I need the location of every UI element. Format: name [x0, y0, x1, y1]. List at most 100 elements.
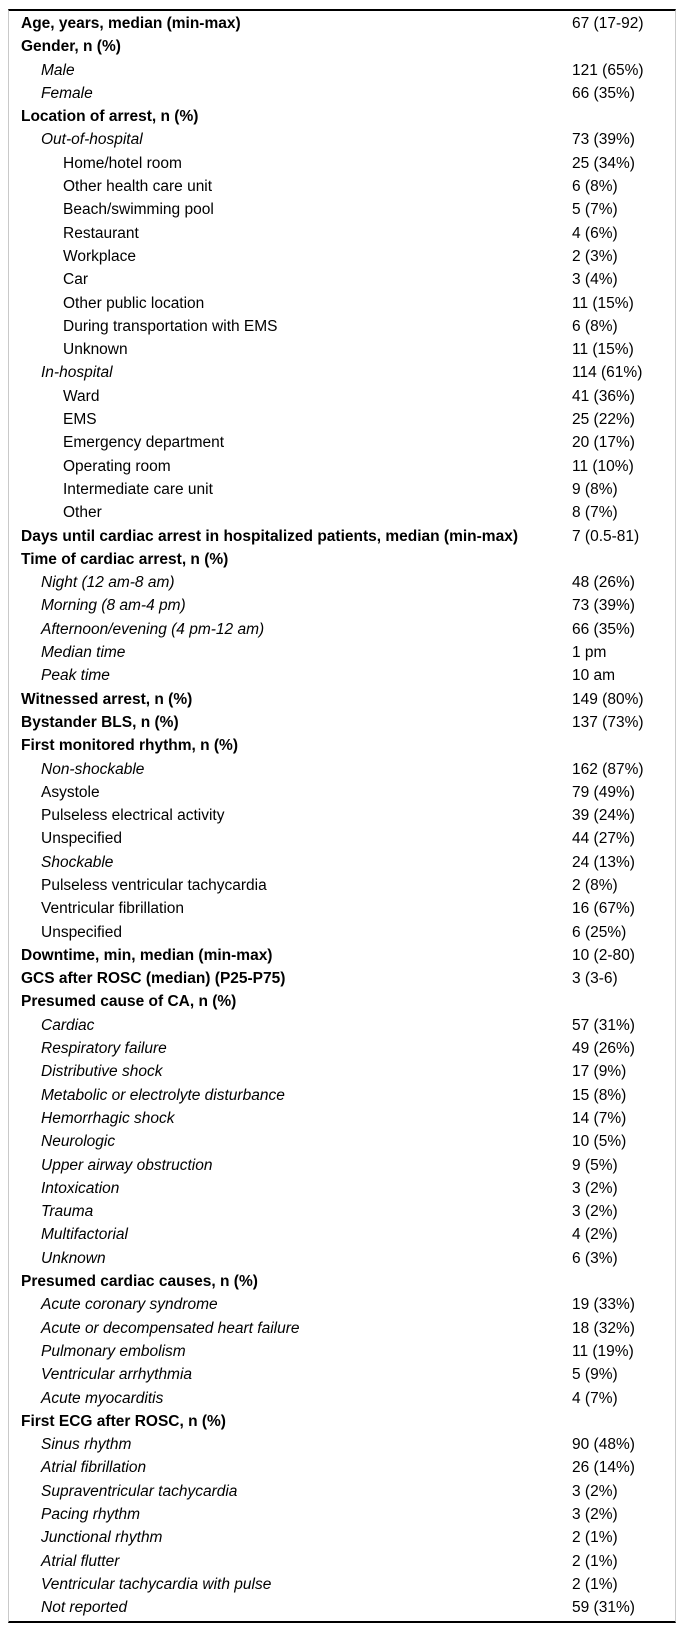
row-label: Supraventricular tachycardia — [41, 1482, 238, 1500]
row-label: Not reported — [41, 1599, 128, 1617]
table-row: Unspecified 44 (27%) — [9, 827, 675, 850]
table-row: Asystole 79 (49%) — [9, 781, 675, 804]
row-label: Unspecified — [41, 830, 122, 848]
table-row: Witnessed arrest, n (%) 149 (80%) — [9, 688, 675, 711]
table-row: In-hospital 114 (61%) — [9, 361, 675, 384]
table-row: Male 121 (65%) — [9, 59, 675, 82]
row-value: 11 (19%) — [572, 1342, 634, 1360]
row-label: Home/hotel room — [63, 154, 182, 172]
row-value: 6 (25%) — [572, 923, 627, 941]
row-label: Respiratory failure — [41, 1040, 167, 1058]
row-value: 121 (65%) — [572, 61, 644, 79]
row-label: Hemorrhagic shock — [41, 1109, 175, 1127]
row-value: 6 (8%) — [572, 317, 618, 335]
row-value: 4 (7%) — [572, 1389, 618, 1407]
row-label: Ventricular fibrillation — [41, 900, 185, 918]
row-value: 3 (2%) — [572, 1506, 618, 1523]
row-label: Afternoon/evening (4 pm-12 am) — [41, 620, 265, 638]
row-label: Days until cardiac arrest in hospitalize… — [21, 527, 518, 545]
row-label: Pulmonary embolism — [41, 1342, 186, 1360]
table-row: Supraventricular tachycardia 3 (2%) — [9, 1480, 675, 1503]
row-label: Sinus rhythm — [41, 1436, 132, 1454]
table-row: Sinus rhythm 90 (48%) — [9, 1433, 675, 1456]
table-row: Intoxication 3 (2%) — [9, 1177, 675, 1200]
table-row: Bystander BLS, n (%) 137 (73%) — [9, 711, 675, 734]
row-value: 66 (35%) — [572, 620, 635, 638]
table-row: First ECG after ROSC, n (%) — [9, 1410, 675, 1433]
row-label: Operating room — [63, 457, 171, 475]
row-label: Junctional rhythm — [41, 1529, 163, 1547]
table-row: Metabolic or electrolyte disturbance 15 … — [9, 1084, 675, 1107]
row-label: Non-shockable — [41, 760, 145, 778]
table-row: Acute coronary syndrome 19 (33%) — [9, 1293, 675, 1316]
row-label: Emergency department — [63, 434, 225, 452]
table-row: Upper airway obstruction 9 (5%) — [9, 1154, 675, 1177]
table-row: Neurologic 10 (5%) — [9, 1130, 675, 1153]
table-row: Downtime, min, median (min-max) 10 (2-80… — [9, 944, 675, 967]
row-value: 5 (7%) — [572, 201, 618, 219]
row-label: Median time — [41, 644, 126, 662]
row-value: 3 (2%) — [572, 1482, 618, 1500]
row-value: 11 (15%) — [572, 341, 634, 359]
row-label: Asystole — [41, 783, 100, 801]
table-row: Unknown 11 (15%) — [9, 338, 675, 361]
row-value: 4 (2%) — [572, 1226, 618, 1244]
table-row: Non-shockable 162 (87%) — [9, 758, 675, 781]
row-label: Unknown — [63, 341, 128, 359]
row-label: Out-of-hospital — [41, 131, 143, 149]
table-row: Distributive shock 17 (9%) — [9, 1060, 675, 1083]
row-label: Unknown — [41, 1249, 106, 1267]
row-value: 162 (87%) — [572, 760, 644, 778]
table-row: Car 3 (4%) — [9, 268, 675, 291]
table-row: Afternoon/evening (4 pm-12 am) 66 (35%) — [9, 618, 675, 641]
row-label: Car — [63, 271, 88, 289]
table-row: Respiratory failure 49 (26%) — [9, 1037, 675, 1060]
table-row: Pulmonary embolism 11 (19%) — [9, 1340, 675, 1363]
row-label: First ECG after ROSC, n (%) — [21, 1412, 226, 1430]
row-label: Presumed cardiac causes, n (%) — [21, 1273, 258, 1291]
row-value: 48 (26%) — [572, 574, 635, 592]
table-row: Ventricular fibrillation 16 (67%) — [9, 897, 675, 920]
patient-characteristics-table: Age, years, median (min-max) 67 (17-92) … — [8, 9, 676, 1624]
table-row: Out-of-hospital 73 (39%) — [9, 128, 675, 151]
row-value: 9 (5%) — [572, 1156, 618, 1174]
row-value: 25 (22%) — [572, 411, 635, 429]
table-row: Peak time 10 am — [9, 664, 675, 687]
row-label: Shockable — [41, 853, 114, 871]
row-value: 5 (9%) — [572, 1366, 618, 1384]
table-row: Other health care unit 6 (8%) — [9, 175, 675, 198]
row-label: During transportation with EMS — [63, 317, 278, 335]
row-value: 114 (61%) — [572, 364, 643, 382]
row-label: Other — [63, 504, 102, 522]
row-value: 14 (7%) — [572, 1109, 627, 1127]
row-label: Intoxication — [41, 1179, 120, 1197]
row-value: 10 am — [572, 667, 616, 685]
row-value: 149 (80%) — [572, 690, 644, 708]
row-value: 2 (8%) — [572, 876, 618, 894]
row-label: Pulseless electrical activity — [41, 807, 225, 825]
table-body: Age, years, median (min-max) 67 (17-92) … — [9, 12, 675, 1619]
row-value: 11 (15%) — [572, 294, 634, 312]
table-row: Pulseless ventricular tachycardia 2 (8%) — [9, 874, 675, 897]
row-label: Atrial fibrillation — [41, 1459, 147, 1477]
row-label: Peak time — [41, 667, 110, 685]
row-value: 3 (4%) — [572, 271, 618, 289]
row-label: Acute myocarditis — [41, 1389, 164, 1407]
row-label: Unspecified — [41, 923, 122, 941]
row-value: 3 (2%) — [572, 1179, 618, 1197]
row-value: 2 (3%) — [572, 247, 618, 265]
table-row: Multifactorial 4 (2%) — [9, 1223, 675, 1246]
table-row: Cardiac 57 (31%) — [9, 1014, 675, 1037]
table-row: Acute myocarditis 4 (7%) — [9, 1387, 675, 1410]
row-value: 3 (3-6) — [572, 970, 618, 988]
table-row: Beach/swimming pool 5 (7%) — [9, 198, 675, 221]
table-row: Ventricular arrhythmia 5 (9%) — [9, 1363, 675, 1386]
table-row: Days until cardiac arrest in hospitalize… — [9, 525, 675, 548]
row-value: 16 (67%) — [572, 900, 635, 918]
row-value: 10 (5%) — [572, 1133, 627, 1151]
row-label: GCS after ROSC (median) (P25-P75) — [21, 970, 286, 988]
row-label: EMS — [63, 411, 97, 429]
table-row: Ward 41 (36%) — [9, 385, 675, 408]
table-row: Hemorrhagic shock 14 (7%) — [9, 1107, 675, 1130]
row-label: Location of arrest, n (%) — [21, 108, 199, 126]
